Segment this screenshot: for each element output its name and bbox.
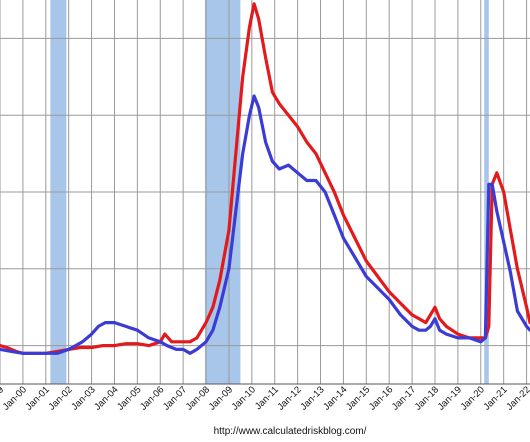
x-tick-label: Jan-08 bbox=[184, 384, 212, 412]
x-tick-label: Jan-01 bbox=[24, 384, 52, 412]
x-tick-label: Jan-00 bbox=[1, 384, 29, 412]
x-tick-label: Jan-15 bbox=[344, 384, 372, 412]
x-tick-label: Jan-04 bbox=[92, 384, 120, 412]
x-tick-label: Jan-05 bbox=[115, 384, 143, 412]
x-tick-label: Jan-11 bbox=[253, 384, 281, 412]
x-tick-label: Jan-21 bbox=[481, 384, 509, 412]
series-line-1 bbox=[0, 2, 530, 355]
x-tick-label: Jan-14 bbox=[321, 384, 349, 412]
x-tick-label: Jan-10 bbox=[230, 384, 258, 412]
x-tick-label: Jan-12 bbox=[275, 384, 303, 412]
x-tick-label: Jan-09 bbox=[207, 384, 235, 412]
x-tick-label: Jan-13 bbox=[298, 384, 326, 412]
x-tick-label: Jan-20 bbox=[459, 384, 487, 412]
x-tick-label: Jan-07 bbox=[161, 384, 189, 412]
x-tick-label: Jan-03 bbox=[69, 384, 97, 412]
x-axis-tick-labels: Jan-99Jan-00Jan-01Jan-02Jan-03Jan-04Jan-… bbox=[0, 384, 530, 412]
x-tick-label: Jan-06 bbox=[138, 384, 166, 412]
source-url-label: http://www.calculatedriskblog.com/ bbox=[214, 426, 367, 437]
x-tick-label: Jan-02 bbox=[46, 384, 74, 412]
series-line-2 bbox=[0, 94, 530, 355]
x-tick-label: Jan-17 bbox=[390, 384, 418, 412]
x-tick-label: Jan-19 bbox=[436, 384, 464, 412]
x-tick-label: Jan-18 bbox=[413, 384, 441, 412]
x-tick-label: Jan-16 bbox=[367, 384, 395, 412]
x-tick-label: Jan-22 bbox=[504, 384, 530, 412]
series-lines bbox=[0, 2, 530, 355]
